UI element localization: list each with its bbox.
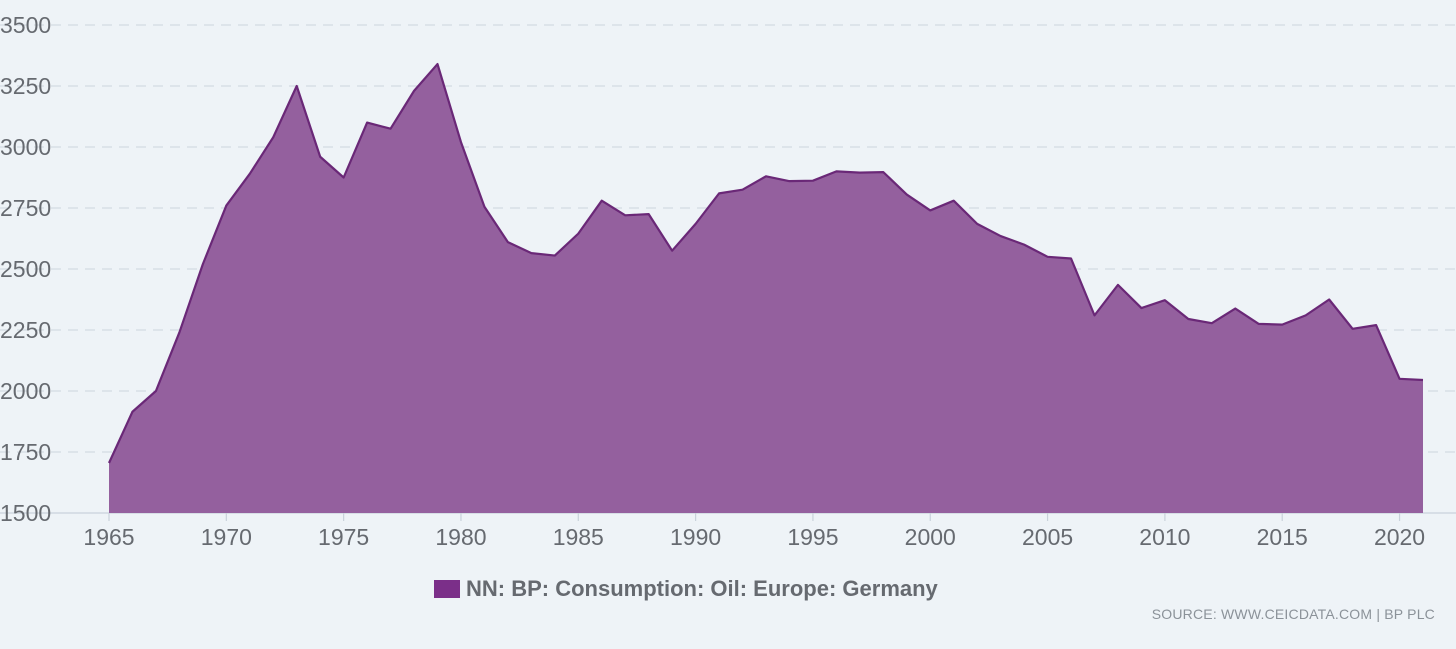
- y-tick-label: 3000: [0, 134, 51, 160]
- x-tick-label: 2005: [1022, 524, 1073, 550]
- y-tick-label: 2250: [0, 317, 51, 343]
- axis-layer: 1500 1750 2000 2250 2500 2750 3000 3250 3500 1965…: [0, 12, 1425, 550]
- source-text: SOURCE: WWW.CEICDATA.COM | BP PLC: [1151, 606, 1435, 622]
- y-tick-label: 2750: [0, 195, 51, 221]
- x-tick-label: 1995: [787, 524, 838, 550]
- x-tick-label: 2000: [905, 524, 956, 550]
- series-area: [109, 64, 1423, 513]
- legend: NN: BP: Consumption: Oil: Europe: German…: [434, 574, 938, 604]
- y-tick-label: 2500: [0, 256, 51, 282]
- x-tick-label: 1985: [553, 524, 604, 550]
- x-tick-label: 2020: [1374, 524, 1425, 550]
- x-tick-label: 1990: [670, 524, 721, 550]
- x-tick-label: 2010: [1139, 524, 1190, 550]
- x-tick-label: 1975: [318, 524, 369, 550]
- x-tick-label: 2015: [1257, 524, 1308, 550]
- y-tick-label: 1750: [0, 439, 51, 465]
- y-tick-label: 3500: [0, 12, 51, 38]
- legend-label: NN: BP: Consumption: Oil: Europe: German…: [466, 576, 938, 601]
- series-line: [107, 62, 1424, 464]
- x-tick-label: 1965: [83, 524, 134, 550]
- x-tick-label: 1980: [435, 524, 486, 550]
- y-tick-label: 3250: [0, 73, 51, 99]
- y-tick-label: 2000: [0, 378, 51, 404]
- area-layer: [107, 62, 1424, 513]
- y-tick-label: 1500: [0, 500, 51, 526]
- x-tick-label: 1970: [201, 524, 252, 550]
- legend-swatch: [434, 580, 460, 598]
